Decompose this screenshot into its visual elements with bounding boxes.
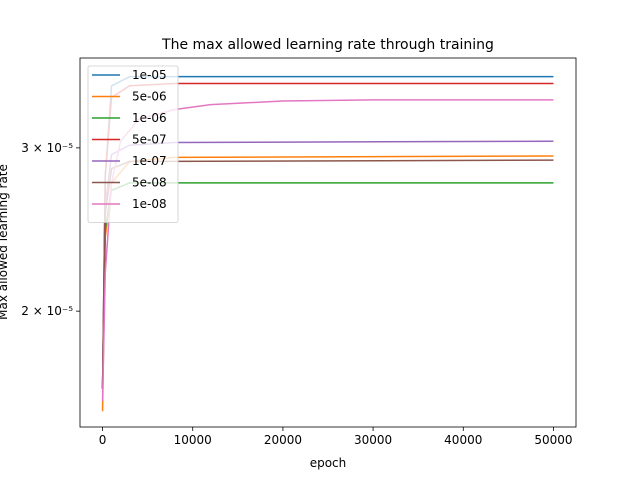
- axes-frame: [79, 57, 577, 428]
- x-tick-label: 10000: [174, 433, 212, 447]
- legend-label: 5e-07: [132, 133, 167, 147]
- legend-label: 5e-08: [132, 176, 167, 190]
- y-tick-label: 3 × 10⁻⁵: [21, 141, 73, 155]
- x-axis-label: epoch: [310, 456, 347, 470]
- x-tick-label: 30000: [354, 433, 392, 447]
- x-tick-label: 0: [99, 433, 107, 447]
- legend: 1e-05 5e-06 1e-06 5e-07 1e-07 5e-08 1e-08: [87, 65, 179, 223]
- legend-label: 1e-05: [132, 68, 167, 82]
- axes: 0 10000 20000 30000 40000 50000 2 × 10⁻⁵ 3 × 10…: [21, 57, 577, 447]
- chart-title: The max allowed learning rate through tr…: [161, 37, 494, 53]
- legend-box: [87, 65, 179, 223]
- legend-label: 1e-08: [132, 197, 167, 211]
- y-axis-label: Max allowed learning rate: [0, 164, 10, 320]
- legend-label: 5e-06: [132, 90, 167, 104]
- x-tick-label: 50000: [534, 433, 572, 447]
- x-tick-label: 20000: [264, 433, 302, 447]
- legend-label: 1e-06: [132, 111, 167, 125]
- y-tick-label: 2 × 10⁻⁵: [21, 304, 73, 318]
- legend-label: 1e-07: [132, 154, 167, 168]
- x-tick-label: 40000: [444, 433, 482, 447]
